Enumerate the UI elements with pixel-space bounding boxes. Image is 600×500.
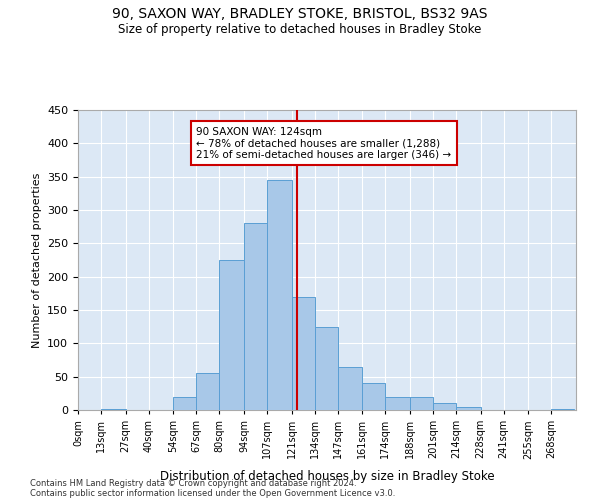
Bar [219,260,244,410]
Text: Contains public sector information licensed under the Open Government Licence v3: Contains public sector information licen… [30,488,395,498]
Bar [314,326,338,410]
Bar [433,404,456,410]
Text: 90, SAXON WAY, BRADLEY STOKE, BRISTOL, BS32 9AS: 90, SAXON WAY, BRADLEY STOKE, BRISTOL, B… [112,8,488,22]
Text: Size of property relative to detached houses in Bradley Stoke: Size of property relative to detached ho… [118,22,482,36]
Y-axis label: Number of detached properties: Number of detached properties [32,172,41,348]
Bar [292,296,314,410]
Bar [101,408,125,410]
Bar [173,396,196,410]
Text: 90 SAXON WAY: 124sqm
← 78% of detached houses are smaller (1,288)
21% of semi-de: 90 SAXON WAY: 124sqm ← 78% of detached h… [196,126,451,160]
X-axis label: Distribution of detached houses by size in Bradley Stoke: Distribution of detached houses by size … [160,470,494,482]
Bar [267,180,292,410]
Text: Contains HM Land Registry data © Crown copyright and database right 2024.: Contains HM Land Registry data © Crown c… [30,478,356,488]
Bar [244,224,267,410]
Bar [410,396,433,410]
Bar [362,384,385,410]
Bar [196,374,219,410]
Bar [338,366,362,410]
Bar [385,396,410,410]
Bar [456,406,481,410]
